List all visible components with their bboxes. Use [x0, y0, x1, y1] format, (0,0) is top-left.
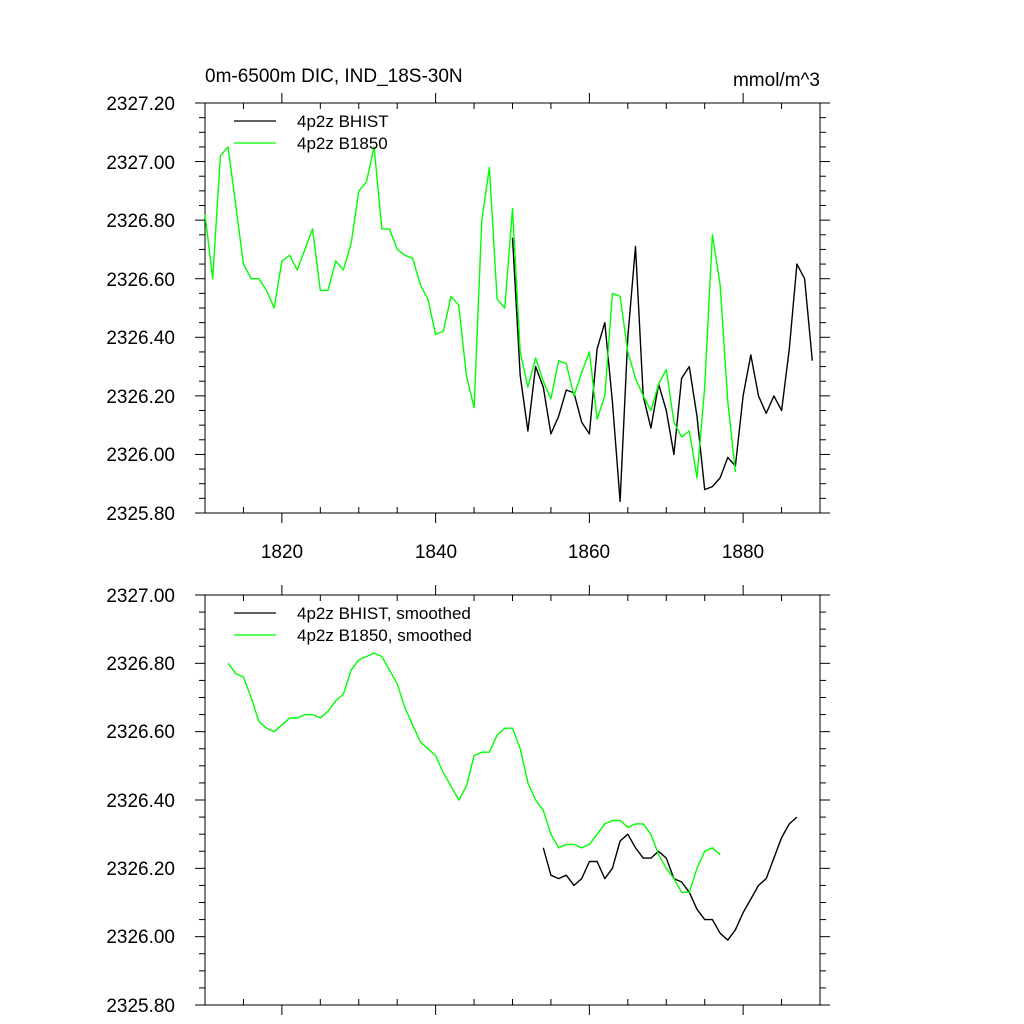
top-y-tick-label: 2326.20: [106, 387, 175, 408]
bottom-y-tick-label: 2326.60: [106, 722, 175, 743]
top-chart-units: mmol/m^3: [733, 70, 820, 91]
bottom-y-tick-labels: 2325.80 2326.00 2326.20 2326.40 2326.60 …: [106, 586, 175, 1017]
bottom-y-tick-label: 2327.00: [106, 586, 175, 607]
top-legend-label-b1850: 4p2z B1850: [297, 134, 388, 153]
top-y-tick-label: 2326.60: [106, 270, 175, 291]
top-x-tick-label: 1880: [722, 542, 764, 563]
top-series-line-bhist: [511, 237, 813, 502]
top-y-tick-label: 2326.00: [106, 445, 175, 466]
top-y-tick-labels: 2325.80 2326.00 2326.20 2326.40 2326.60 …: [106, 94, 175, 525]
top-series-lines: [204, 146, 813, 502]
bottom-y-tick-label: 2326.20: [106, 859, 175, 880]
bottom-legend-label-bhist: 4p2z BHIST, smoothed: [297, 604, 471, 623]
bottom-y-tick-label: 2326.80: [106, 654, 175, 675]
bottom-series-line-bhist: [542, 816, 798, 941]
bottom-legend-label-b1850: 4p2z B1850, smoothed: [297, 626, 472, 645]
bottom-y-tick-label: 2325.80: [106, 996, 175, 1017]
top-y-tick-label: 2327.20: [106, 94, 175, 115]
top-legend-label-bhist: 4p2z BHIST: [297, 112, 389, 131]
bottom-series-line-b1850: [227, 652, 721, 893]
top-y-tick-label: 2325.80: [106, 504, 175, 525]
top-chart-title: 0m-6500m DIC, IND_18S-30N: [205, 66, 463, 87]
top-y-tick-label: 2327.00: [106, 153, 175, 174]
top-legend: 4p2z BHIST 4p2z B1850: [234, 112, 389, 153]
bottom-axis-ticks: [195, 585, 830, 1015]
bottom-series-lines: [227, 652, 798, 941]
bottom-chart-panel: 4p2z BHIST, smoothed 4p2z B1850, smoothe…: [106, 585, 830, 1017]
top-x-tick-labels: 1820 1840 1860 1880: [261, 542, 764, 563]
top-chart-panel: 0m-6500m DIC, IND_18S-30N mmol/m^3 4p2z …: [106, 66, 830, 563]
top-y-tick-label: 2326.40: [106, 328, 175, 349]
top-series-line-b1850: [204, 146, 737, 479]
top-x-tick-label: 1820: [261, 542, 303, 563]
top-x-tick-label: 1860: [568, 542, 610, 563]
bottom-legend: 4p2z BHIST, smoothed 4p2z B1850, smoothe…: [234, 604, 472, 645]
top-y-tick-label: 2326.80: [106, 211, 175, 232]
top-axis-ticks: [195, 93, 830, 523]
bottom-y-tick-label: 2326.40: [106, 791, 175, 812]
bottom-y-tick-label: 2326.00: [106, 927, 175, 948]
top-x-tick-label: 1840: [415, 542, 457, 563]
